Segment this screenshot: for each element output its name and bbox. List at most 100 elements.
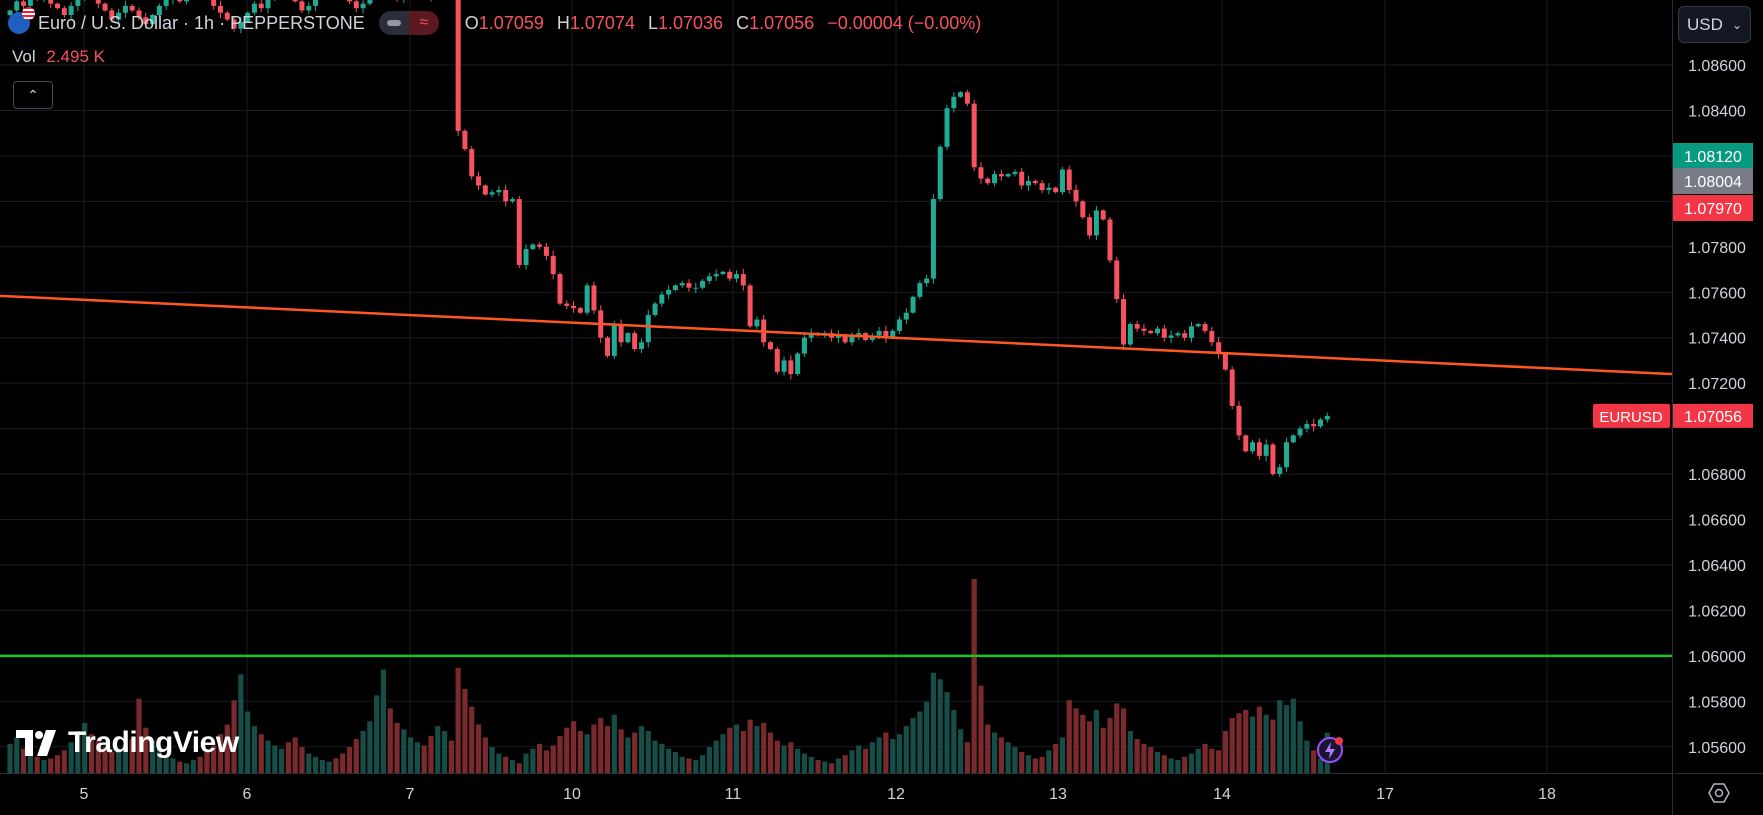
candle-body (740, 274, 746, 286)
candle-body (706, 276, 712, 281)
candle-body (720, 271, 726, 275)
time-axis[interactable]: 5 6 7 10 11 12 13 14 17 18 (80, 786, 1556, 803)
candle-body (645, 314, 651, 343)
candle-body (367, 0, 373, 4)
candle-body (1209, 330, 1215, 343)
volume-bar (394, 722, 400, 773)
volume-bars (7, 579, 1330, 773)
volume-bar (251, 726, 258, 773)
volume-bar (1311, 750, 1317, 773)
volume-bar (299, 747, 305, 773)
currency-button[interactable]: USD ⌄ (1678, 6, 1751, 43)
volume-bar (455, 667, 461, 773)
price-axis[interactable]: 1.08600 1.08400 1.07800 1.07600 1.07400 1.072… (1688, 58, 1746, 757)
tradingview-logo[interactable]: TradingView (16, 726, 239, 760)
candle-body (122, 5, 128, 13)
candle (706, 273, 712, 285)
volume-bar (740, 730, 746, 773)
volume-bar (211, 745, 217, 773)
volume-bar (272, 745, 278, 773)
candle (95, 0, 101, 9)
volume-bar (625, 737, 631, 773)
candle (638, 338, 644, 353)
candle (1080, 199, 1086, 220)
symbol-title[interactable]: Euro / U.S. Dollar · 1h · PEPPERSTONE (38, 12, 365, 33)
candle (1202, 321, 1208, 334)
candle (455, 0, 461, 137)
candle-body (360, 3, 366, 9)
volume-bar (883, 732, 889, 773)
candle (367, 0, 373, 6)
volume-bar (591, 724, 597, 773)
volume-bar (530, 748, 536, 773)
last-price-label: 1.07056 (1684, 409, 1742, 426)
replay-toggle[interactable]: ≈ (378, 11, 439, 35)
volume-bar (862, 748, 869, 773)
candle-body (1236, 405, 1242, 436)
candle-body (184, 0, 190, 2)
candle (788, 355, 794, 380)
candle (1039, 179, 1045, 194)
candle-body (156, 5, 162, 16)
volume-bar (550, 745, 556, 773)
volume-bar (1073, 708, 1079, 773)
candle-body (944, 108, 950, 147)
volume-bar (910, 718, 916, 773)
candle-body (129, 5, 135, 11)
candle-body (1216, 342, 1222, 354)
candle-body (605, 337, 611, 356)
volume-bar (34, 756, 40, 773)
volume-bar (1012, 747, 1018, 773)
candle-body (591, 285, 597, 311)
candle-body (1100, 210, 1106, 220)
volume-bar (143, 727, 149, 773)
volume-bar (652, 740, 658, 773)
candle (971, 99, 977, 172)
volume-bar (822, 761, 828, 773)
volume-bar (204, 751, 210, 773)
volume-bar (618, 729, 624, 773)
candle (1087, 214, 1093, 239)
candle-body (1026, 180, 1031, 186)
volume-bar (971, 579, 977, 773)
candle-body (136, 10, 142, 18)
volume-bar (1283, 705, 1290, 773)
candle-body (177, 0, 183, 2)
lightning-icon[interactable] (1316, 736, 1344, 764)
candle-body (1304, 424, 1310, 429)
settings-icon[interactable] (1707, 781, 1731, 805)
volume-bar (1209, 748, 1215, 773)
volume-bar (1202, 743, 1208, 773)
candle (489, 189, 495, 198)
volume-bar (557, 735, 563, 773)
candle (992, 170, 998, 187)
candle (605, 335, 611, 358)
candle-body (1012, 171, 1018, 175)
volume-bar (238, 674, 244, 773)
volume-bar (258, 734, 264, 773)
collapse-legend-button[interactable]: ⌃ (13, 81, 53, 109)
candle-body (767, 342, 773, 350)
candle (903, 308, 909, 325)
candle-body (584, 285, 590, 313)
symbol-header: Euro / U.S. Dollar · 1h · PEPPERSTONE ≈ … (8, 7, 981, 38)
volume-bar (1154, 751, 1161, 773)
volume-bar (367, 721, 373, 773)
volume-bar (54, 755, 61, 773)
candle (430, 0, 432, 2)
volume-bar (849, 750, 855, 773)
candle-body (1093, 210, 1099, 236)
candle-body (258, 3, 264, 9)
candle (910, 295, 916, 314)
candle (177, 0, 183, 4)
volume-bar (482, 737, 488, 773)
candle (1243, 434, 1249, 453)
candle-body (496, 189, 502, 193)
trend-line[interactable] (0, 294, 1673, 376)
candle-body (1263, 444, 1269, 456)
volume-bar (570, 721, 577, 773)
candle-body (313, 0, 319, 6)
candle (1161, 324, 1167, 342)
candle-body (482, 185, 488, 195)
